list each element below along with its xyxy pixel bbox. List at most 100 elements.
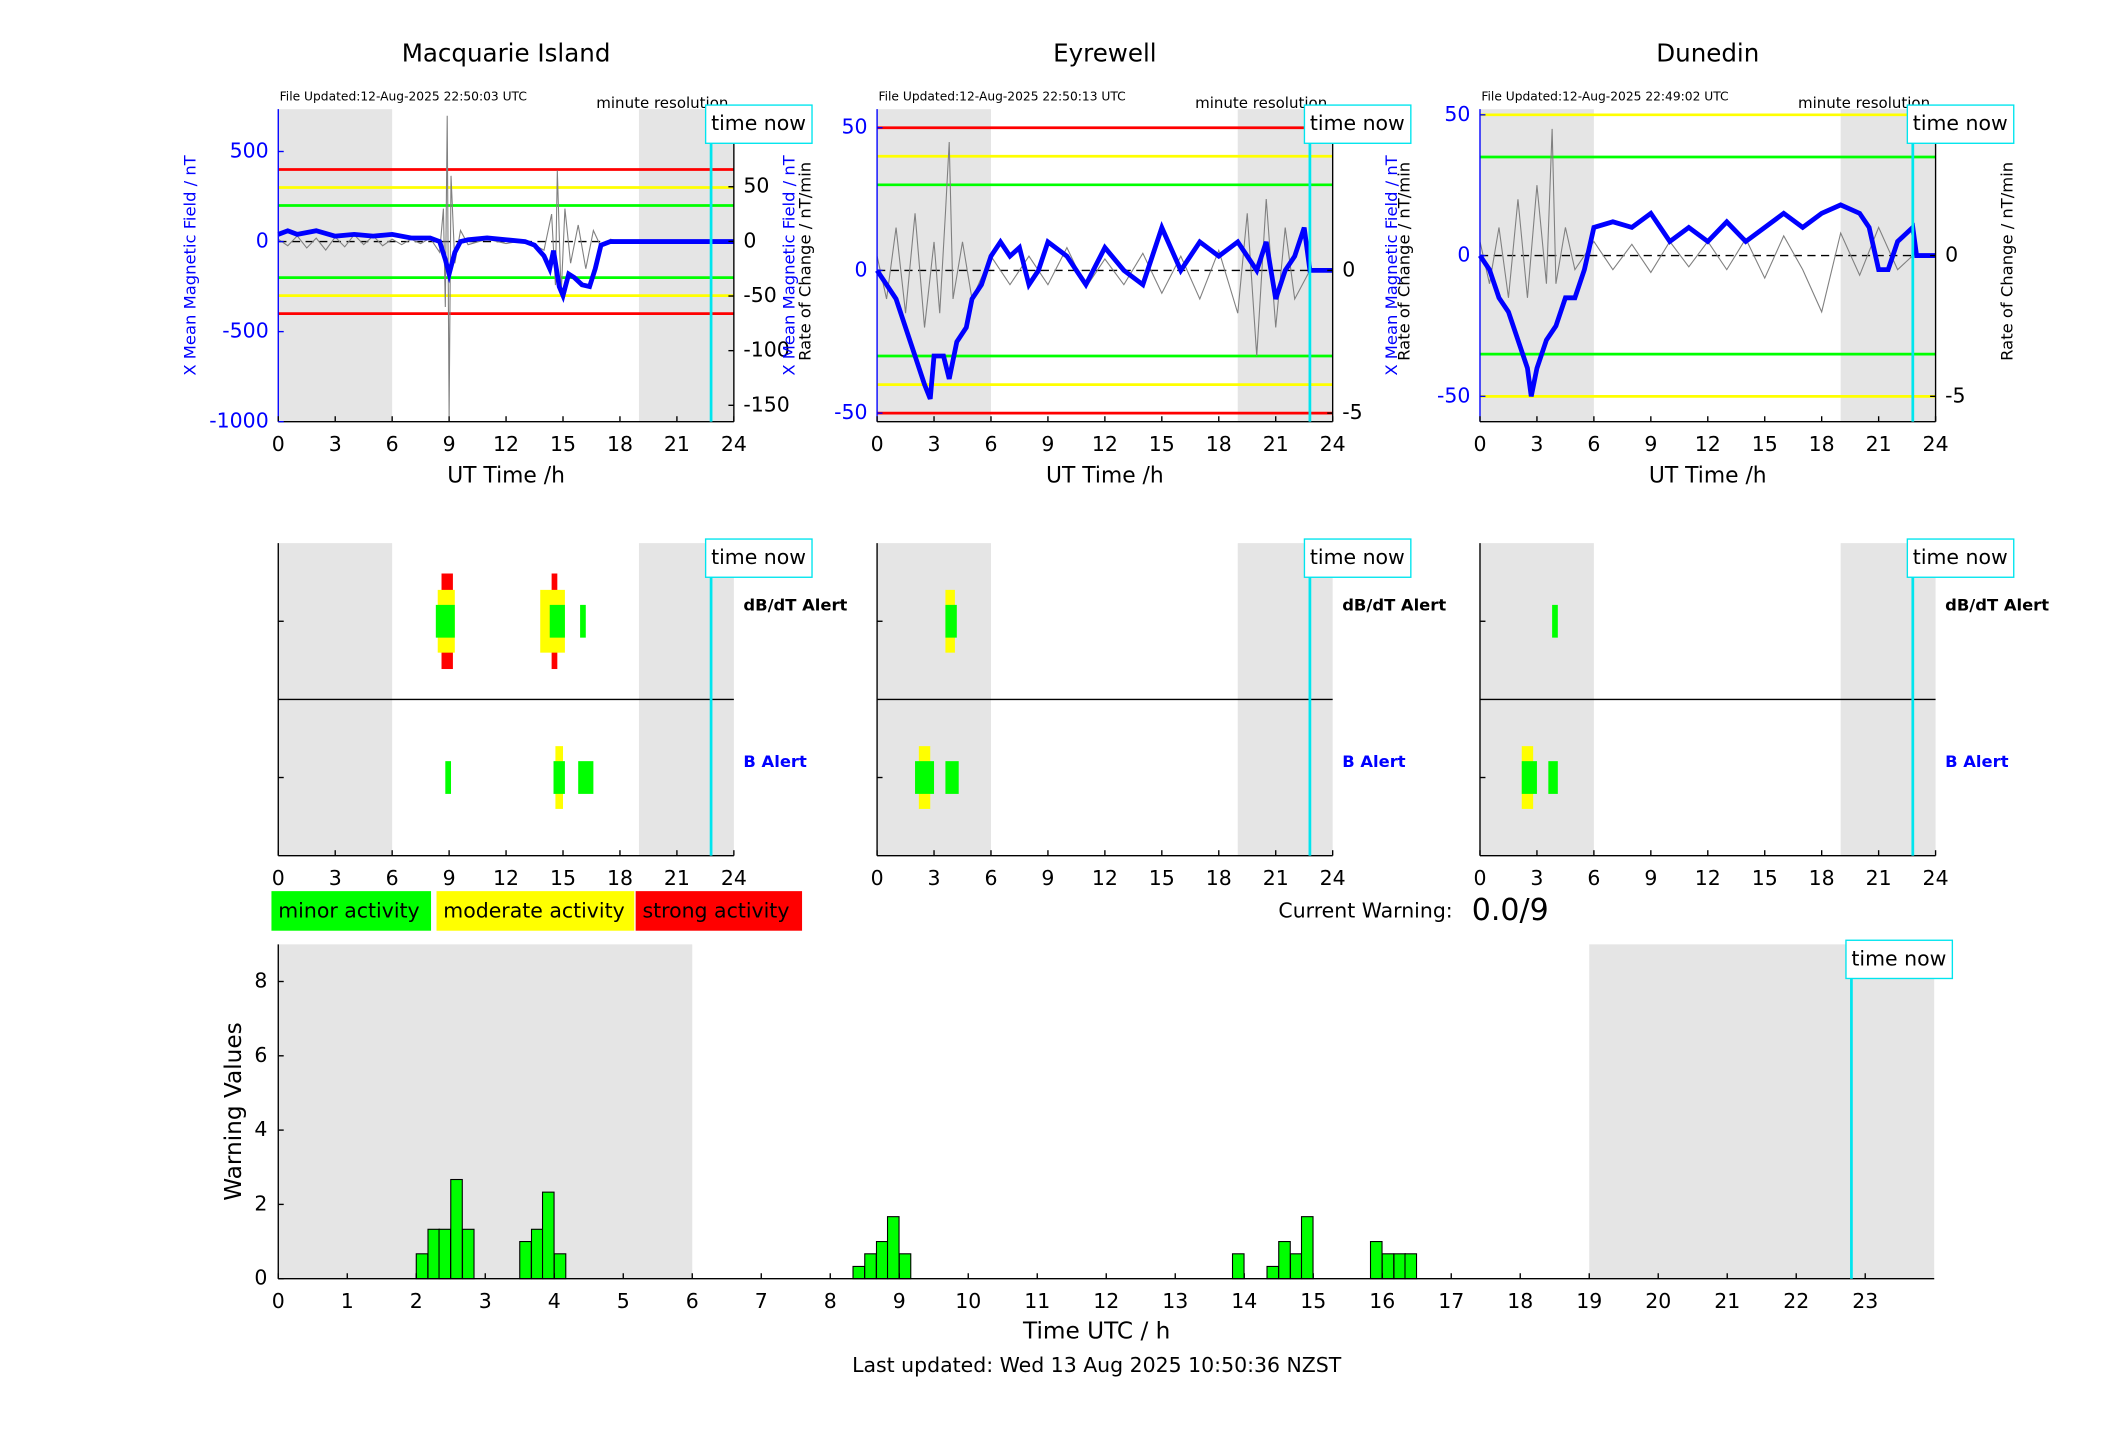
x-tick-label: 18 (607, 866, 633, 890)
alert-block (435, 604, 455, 638)
resolution-note: minute resolution (596, 94, 728, 112)
x-tick-label: 18 (607, 432, 633, 456)
bar (898, 1253, 912, 1280)
legend-label: minor activity (278, 899, 419, 923)
x-tick-label: 17 (1438, 1289, 1464, 1313)
night-shading (278, 109, 393, 422)
bar (1300, 1216, 1314, 1280)
bar (438, 1228, 452, 1280)
x-tick-label: 21 (1714, 1289, 1740, 1313)
x-tick-label: 8 (824, 1289, 837, 1313)
y2-tick-label: 0 (1342, 257, 1355, 281)
x-tick-label: 12 (493, 432, 519, 456)
x-tick-label: 21 (1263, 432, 1289, 456)
x-tick-label: 0 (871, 866, 884, 890)
time-now-label: time now (711, 111, 806, 135)
time-now-box (1303, 538, 1412, 578)
bar (1369, 1241, 1383, 1280)
x-tick-label: 0 (871, 432, 884, 456)
x-tick-label: 1 (341, 1289, 354, 1313)
x-tick-label: 5 (617, 1289, 630, 1313)
x-tick-label: 15 (550, 866, 576, 890)
x-tick-label: 3 (329, 432, 342, 456)
x-tick-label: 6 (1587, 432, 1600, 456)
bar (864, 1253, 877, 1280)
y-axis-label: X Mean Magnetic Field / nT (1382, 154, 1401, 375)
x-tick-label: 3 (1530, 866, 1543, 890)
x-tick-label: 20 (1645, 1289, 1671, 1313)
current-warning-value: 0.0/9 (1472, 893, 1549, 928)
x-tick-label: 12 (1093, 1289, 1119, 1313)
y-tick-label: 500 (230, 138, 269, 162)
x-tick-label: 3 (479, 1289, 492, 1313)
x-tick-label: 18 (1809, 432, 1835, 456)
time-now-box (704, 104, 813, 144)
y-tick-label: -500 (222, 319, 268, 343)
footer: Last updated: Wed 13 Aug 2025 10:50:36 N… (852, 1353, 1342, 1377)
time-now-label: time now (1913, 545, 2008, 569)
bar (1404, 1253, 1418, 1280)
y-tick-label: 0 (256, 229, 269, 253)
x-tick-label: 6 (1587, 866, 1600, 890)
night-shading (638, 109, 734, 422)
x-tick-label: 15 (1300, 1289, 1326, 1313)
bar (450, 1178, 463, 1280)
data-line (875, 221, 1333, 400)
file-updated: File Updated:12-Aug-2025 22:49:02 UTC (1481, 89, 1728, 103)
x-tick-label: 24 (721, 432, 747, 456)
bar (427, 1228, 441, 1280)
y-axis-label: Warning Values (220, 1022, 247, 1201)
x-tick-label: 12 (1092, 432, 1118, 456)
alert-block (578, 761, 594, 794)
y2-axis-label: Rate of Change / nT/min (796, 162, 815, 361)
x-tick-label: 12 (1092, 866, 1118, 890)
data-line (1479, 128, 1914, 314)
x-tick-label: 9 (893, 1289, 906, 1313)
x-tick-label: 24 (721, 866, 747, 890)
x-tick-label: 12 (1695, 432, 1721, 456)
alert-block (1548, 761, 1558, 794)
y-tick-label: 0 (855, 257, 868, 281)
bar (541, 1191, 555, 1280)
data-line (1478, 202, 1936, 397)
x-tick-label: 24 (1320, 866, 1346, 890)
y2-tick-label: -5 (1945, 383, 1965, 407)
row-label: dB/dT Alert (1945, 596, 2049, 615)
bar (875, 1241, 889, 1280)
alert-block (945, 761, 959, 794)
bar (461, 1228, 475, 1280)
y-tick-label: 50 (842, 115, 868, 139)
current-warning-label: Current Warning: (1278, 899, 1452, 923)
x-tick-label: 23 (1852, 1289, 1878, 1313)
night-shading (278, 944, 693, 1279)
x-tick-label: 12 (1695, 866, 1721, 890)
y-tick-label: 2 (254, 1191, 267, 1215)
alert-block (915, 761, 935, 794)
x-tick-label: 9 (1644, 432, 1657, 456)
x-tick-label: 9 (1041, 432, 1054, 456)
alert-block (945, 604, 957, 638)
y2-axis-label: Rate of Change / nT/min (1394, 162, 1413, 361)
time-now-box (1906, 104, 2015, 144)
y-tick-label: 4 (254, 1117, 267, 1141)
x-tick-label: 9 (1041, 866, 1054, 890)
y2-tick-label: -150 (743, 392, 789, 416)
x-tick-label: 7 (755, 1289, 768, 1313)
row-label: dB/dT Alert (1342, 596, 1446, 615)
x-tick-label: 6 (984, 432, 997, 456)
x-axis-label: UT Time /h (447, 463, 565, 488)
x-tick-label: 9 (443, 432, 456, 456)
legend-swatch (271, 891, 432, 931)
y-tick-label: 6 (254, 1043, 267, 1067)
alert-block (549, 604, 565, 638)
y-axis-label: X Mean Magnetic Field / nT (180, 154, 199, 375)
row-label: B Alert (1945, 752, 2009, 771)
x-tick-label: 21 (664, 866, 690, 890)
file-updated: File Updated:12-Aug-2025 22:50:03 UTC (280, 89, 527, 103)
x-tick-label: 24 (1923, 432, 1949, 456)
row-label: B Alert (1342, 752, 1406, 771)
time-now-label: time now (711, 545, 806, 569)
x-tick-label: 0 (272, 432, 285, 456)
x-axis-label: UT Time /h (1046, 463, 1164, 488)
